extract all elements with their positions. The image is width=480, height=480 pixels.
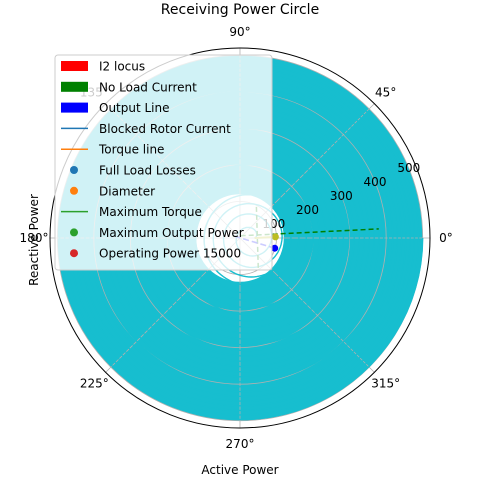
theta-tick-label: 270° xyxy=(226,437,255,451)
r-tick-label: 200 xyxy=(296,203,319,217)
polar-frame xyxy=(49,47,431,429)
r-tick-label: 400 xyxy=(364,175,387,189)
legend-patch xyxy=(61,102,88,113)
legend-patch xyxy=(61,81,88,92)
legend-label: Diameter xyxy=(99,184,155,198)
theta-tick-label: 315° xyxy=(371,377,400,391)
data-marker xyxy=(271,244,279,252)
legend-entry: Blocked Rotor Current xyxy=(61,122,231,136)
x-axis-label: Active Power xyxy=(201,463,278,477)
legend-entry: Maximum Torque xyxy=(61,205,202,219)
legend-entry: Full Load Losses xyxy=(70,164,196,178)
legend-entry: Maximum Output Power xyxy=(70,226,244,240)
data-marker xyxy=(271,233,279,241)
chart-title: Receiving Power Circle xyxy=(161,2,319,18)
legend-label: Torque line xyxy=(98,143,164,157)
theta-tick-label: 0° xyxy=(439,231,453,245)
theta-tick-label: 90° xyxy=(229,25,250,39)
legend-label: Full Load Losses xyxy=(99,164,196,178)
legend-label: Output Line xyxy=(99,101,170,115)
legend-label: Operating Power 15000 xyxy=(99,247,241,261)
legend-dot xyxy=(70,166,78,174)
legend-entry: Operating Power 15000 xyxy=(70,247,241,261)
legend-label: I2 locus xyxy=(99,60,145,74)
legend-patch xyxy=(61,61,88,71)
legend-entry: No Load Current xyxy=(61,80,197,94)
legend-entry: Torque line xyxy=(61,143,164,157)
r-tick-label: 500 xyxy=(397,161,420,175)
y-axis-label: Reactive Power xyxy=(27,194,41,286)
legend-entry: Diameter xyxy=(70,184,155,198)
legend-label: Maximum Output Power xyxy=(99,226,244,240)
theta-tick-label: 180° xyxy=(20,231,49,245)
legend: I2 locus No Load Current Output Line Blocke… xyxy=(54,54,273,271)
r-tick-label: 300 xyxy=(330,189,353,203)
legend-label: No Load Current xyxy=(99,80,197,94)
legend-dot xyxy=(70,228,78,237)
legend-frame xyxy=(54,54,273,271)
legend-items: I2 locus No Load Current Output Line Blocke… xyxy=(61,60,244,261)
theta-tick-label: 225° xyxy=(80,377,109,391)
legend-dot xyxy=(70,249,78,258)
legend-label: Blocked Rotor Current xyxy=(99,122,231,136)
legend-dot xyxy=(70,186,78,195)
legend-entry: I2 locus xyxy=(61,60,145,74)
legend-entry: Output Line xyxy=(61,101,170,115)
legend-label: Maximum Torque xyxy=(99,205,202,219)
theta-tick-label: 45° xyxy=(375,85,396,99)
